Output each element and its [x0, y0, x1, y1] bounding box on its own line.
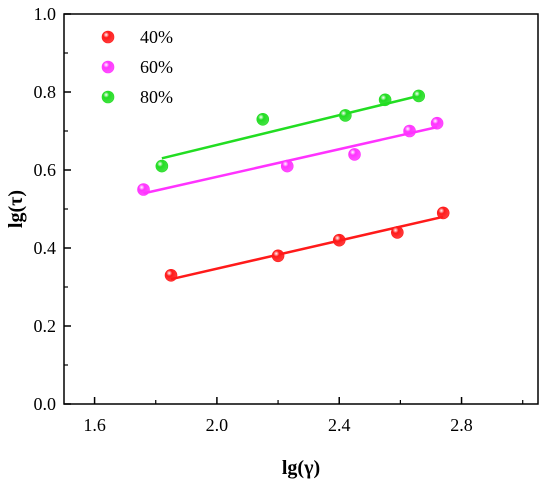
fit-lines: [143, 94, 444, 281]
legend-label: 60%: [140, 57, 173, 77]
y-tick-label: 0.0: [34, 394, 57, 414]
data-point: [332, 233, 346, 247]
legend-marker: [101, 30, 115, 44]
data-point: [412, 89, 426, 103]
data-point: [430, 116, 444, 130]
x-tick-label: 2.0: [206, 415, 229, 435]
data-point: [391, 226, 404, 239]
data-point: [348, 148, 361, 161]
legend-marker: [101, 90, 115, 104]
y-tick-label: 0.8: [34, 82, 57, 102]
axes: 1.6 2.0 2.4 2.8 0.0 0.2 0.4 0.6 0.8 1.0: [34, 4, 539, 435]
data-point: [280, 159, 294, 173]
data-point: [271, 249, 285, 263]
y-axis-title: lg(τ): [5, 190, 27, 228]
data-point: [256, 113, 270, 126]
fit-line: [170, 215, 444, 281]
plot-frame: [63, 13, 539, 405]
y-tick-label: 0.6: [34, 160, 57, 180]
legend-marker: [101, 60, 115, 74]
x-tick-label: 2.4: [328, 415, 351, 435]
data-point: [137, 183, 150, 196]
fit-line: [143, 125, 438, 195]
x-tick-label: 2.8: [450, 415, 473, 435]
data-point: [403, 124, 416, 138]
data-points: [137, 89, 450, 282]
data-point: [436, 206, 450, 220]
x-tick-label: 1.6: [83, 415, 106, 435]
data-point: [378, 93, 392, 107]
x-axis-title: lg(γ): [282, 457, 320, 479]
legend-label: 80%: [140, 87, 173, 107]
data-point: [339, 109, 352, 122]
data-point: [155, 159, 169, 173]
y-tick-label: 1.0: [34, 4, 57, 24]
fit-line: [161, 94, 420, 160]
legend-label: 40%: [140, 27, 173, 47]
legend: 40% 60% 80%: [101, 27, 173, 107]
y-tick-label: 0.2: [34, 316, 57, 336]
data-point: [164, 268, 178, 282]
y-tick-label: 0.4: [34, 238, 57, 258]
